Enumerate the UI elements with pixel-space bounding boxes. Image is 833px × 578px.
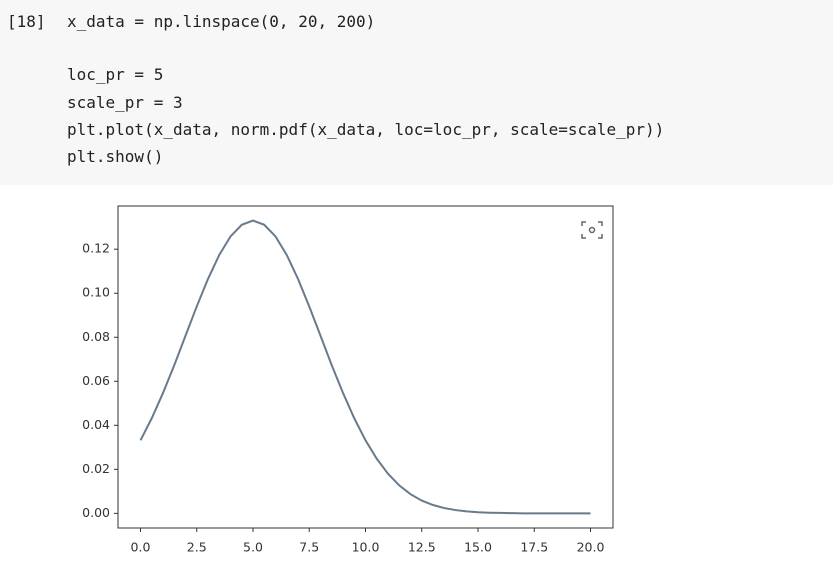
code-cell: [18] x_data = np.linspace(0, 20, 200) loc… [0,0,833,185]
x-tick-label: 5.0 [243,540,263,555]
y-tick-label: 0.12 [82,241,110,256]
y-tick-label: 0.06 [82,373,110,388]
x-tick-label: 0.0 [131,540,151,555]
focus-icon[interactable] [581,221,603,239]
code-line: plt.show() [67,147,164,166]
code-line: x_data = np.linspace(0, 20, 200) [67,12,376,31]
y-tick-label: 0.00 [82,505,110,520]
cell-prompt: [18] [7,12,46,31]
code-line: scale_pr = 3 [67,93,183,112]
y-tick-label: 0.04 [82,417,110,432]
y-tick-label: 0.10 [82,285,110,300]
code-line: plt.plot(x_data, norm.pdf(x_data, loc=lo… [67,120,665,139]
x-tick-label: 15.0 [464,540,492,555]
x-tick-label: 17.5 [520,540,548,555]
x-tick-label: 12.5 [408,540,436,555]
x-tick-label: 7.5 [299,540,319,555]
y-tick-label: 0.08 [82,329,110,344]
data-line [139,219,591,515]
x-tick-label: 10.0 [352,540,380,555]
x-tick-label: 2.5 [187,540,207,555]
y-tick-label: 0.02 [82,461,110,476]
x-tick-label: 20.0 [577,540,605,555]
plot-frame [117,205,614,529]
code-line: loc_pr = 5 [67,65,164,84]
